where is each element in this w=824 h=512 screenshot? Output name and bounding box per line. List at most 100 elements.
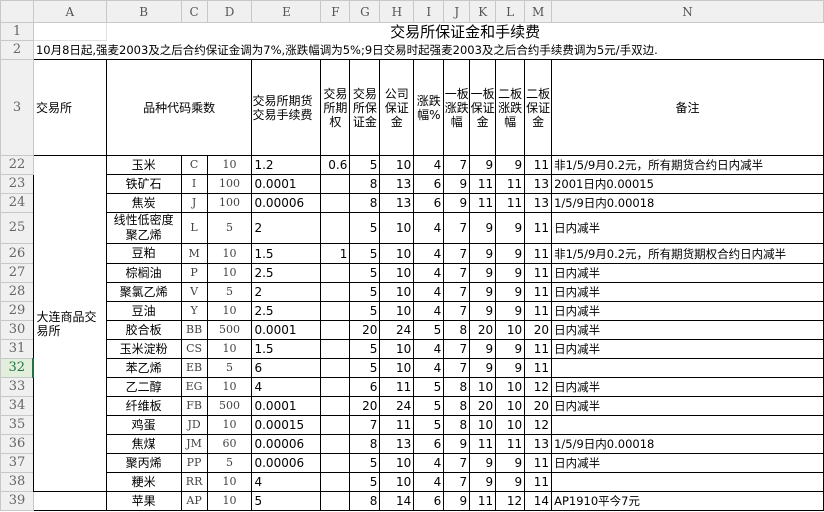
- value-cell[interactable]: 10: [379, 453, 415, 473]
- value-cell[interactable]: 9: [495, 301, 526, 321]
- value-cell[interactable]: 9: [443, 491, 471, 511]
- multiplier-cell[interactable]: 5: [206, 453, 253, 473]
- header-b1-limit[interactable]: 一板涨跌幅: [443, 59, 471, 156]
- variety-name-cell[interactable]: 线性低密度聚乙烯: [105, 212, 182, 244]
- value-cell[interactable]: 4: [413, 263, 445, 283]
- fee-cell[interactable]: 0.0001: [251, 320, 322, 340]
- value-cell[interactable]: 8: [349, 491, 381, 511]
- row-header[interactable]: 26: [0, 243, 34, 264]
- value-cell[interactable]: 6: [413, 193, 445, 213]
- value-cell[interactable]: 4: [413, 155, 445, 175]
- row-header[interactable]: 38: [0, 472, 34, 492]
- value-cell[interactable]: 24: [379, 320, 415, 340]
- exchange-cell[interactable]: [32, 491, 107, 511]
- value-cell[interactable]: 9: [469, 282, 497, 302]
- note-cell[interactable]: 日内减半: [551, 282, 824, 302]
- multiplier-cell[interactable]: 100: [206, 193, 253, 213]
- fee-cell[interactable]: 0.00006: [251, 453, 322, 473]
- code-cell[interactable]: L: [180, 212, 208, 244]
- column-header-E[interactable]: E: [251, 0, 322, 23]
- code-cell[interactable]: M: [180, 243, 208, 264]
- variety-name-cell[interactable]: 鸡蛋: [105, 415, 182, 435]
- row-header[interactable]: 27: [0, 263, 34, 283]
- value-cell[interactable]: 5: [413, 377, 445, 397]
- header-variety[interactable]: 品种代码乘数: [105, 59, 253, 156]
- sheet-title-cell[interactable]: 交易所保证金和手续费: [105, 22, 824, 41]
- value-cell[interactable]: 9: [469, 453, 497, 473]
- value-cell[interactable]: [320, 472, 351, 492]
- value-cell[interactable]: 8: [443, 415, 471, 435]
- row-header[interactable]: 2: [0, 40, 34, 60]
- value-cell[interactable]: [320, 358, 351, 378]
- exchange-cell[interactable]: 大连商品交易所: [32, 155, 107, 492]
- value-cell[interactable]: 11: [524, 282, 553, 302]
- value-cell[interactable]: 4: [413, 453, 445, 473]
- value-cell[interactable]: 9: [469, 472, 497, 492]
- note-cell[interactable]: 2001日内0.00015: [551, 174, 824, 194]
- note-cell[interactable]: 非1/5/9月0.2元，所有期货期权合约日内减半: [551, 243, 824, 264]
- value-cell[interactable]: 11: [524, 472, 553, 492]
- column-header-J[interactable]: J: [443, 0, 471, 23]
- value-cell[interactable]: 13: [524, 193, 553, 213]
- value-cell[interactable]: 5: [349, 212, 381, 244]
- value-cell[interactable]: 8: [349, 193, 381, 213]
- multiplier-cell[interactable]: 100: [206, 174, 253, 194]
- header-exchange[interactable]: 交易所: [32, 59, 107, 156]
- value-cell[interactable]: 1: [320, 243, 351, 264]
- value-cell[interactable]: 9: [469, 155, 497, 175]
- row-header[interactable]: 39: [0, 491, 34, 511]
- multiplier-cell[interactable]: 10: [206, 377, 253, 397]
- value-cell[interactable]: 10: [379, 472, 415, 492]
- value-cell[interactable]: 7: [443, 243, 471, 264]
- select-all-corner[interactable]: [0, 0, 34, 23]
- note-cell[interactable]: 日内减半: [551, 320, 824, 340]
- value-cell[interactable]: 6: [413, 491, 445, 511]
- header-b1-margin[interactable]: 一板保证金: [469, 59, 497, 156]
- multiplier-cell[interactable]: 500: [206, 320, 253, 340]
- row-header[interactable]: 3: [0, 59, 34, 156]
- fee-cell[interactable]: 2: [251, 212, 322, 244]
- value-cell[interactable]: [320, 434, 351, 454]
- header-co-margin[interactable]: 公司保证金: [379, 59, 415, 156]
- value-cell[interactable]: 10: [495, 377, 526, 397]
- variety-name-cell[interactable]: 玉米淀粉: [105, 339, 182, 359]
- fee-cell[interactable]: 2.5: [251, 263, 322, 283]
- value-cell[interactable]: 9: [469, 243, 497, 264]
- header-exch-margin[interactable]: 交易所保证金: [349, 59, 381, 156]
- value-cell[interactable]: 11: [495, 434, 526, 454]
- multiplier-cell[interactable]: 10: [206, 491, 253, 511]
- fee-cell[interactable]: 0.0001: [251, 396, 322, 416]
- multiplier-cell[interactable]: 10: [206, 339, 253, 359]
- row-header[interactable]: 28: [0, 282, 34, 302]
- value-cell[interactable]: 11: [524, 263, 553, 283]
- value-cell[interactable]: 10: [495, 320, 526, 340]
- column-header-G[interactable]: G: [349, 0, 381, 23]
- value-cell[interactable]: 20: [349, 320, 381, 340]
- value-cell[interactable]: 11: [524, 243, 553, 264]
- column-header-H[interactable]: H: [379, 0, 415, 23]
- note-cell[interactable]: 日内减半: [551, 263, 824, 283]
- value-cell[interactable]: 10: [379, 212, 415, 244]
- variety-name-cell[interactable]: 豆粕: [105, 243, 182, 264]
- fee-cell[interactable]: 1.5: [251, 339, 322, 359]
- code-cell[interactable]: AP: [180, 491, 208, 511]
- code-cell[interactable]: JM: [180, 434, 208, 454]
- value-cell[interactable]: 4: [413, 472, 445, 492]
- value-cell[interactable]: 11: [469, 434, 497, 454]
- value-cell[interactable]: 5: [413, 396, 445, 416]
- value-cell[interactable]: [320, 453, 351, 473]
- value-cell[interactable]: 9: [495, 155, 526, 175]
- value-cell[interactable]: 4: [413, 301, 445, 321]
- variety-name-cell[interactable]: 纤维板: [105, 396, 182, 416]
- value-cell[interactable]: 8: [349, 174, 381, 194]
- value-cell[interactable]: 13: [379, 434, 415, 454]
- header-limit[interactable]: 涨跌幅%: [413, 59, 445, 156]
- value-cell[interactable]: 4: [413, 339, 445, 359]
- variety-name-cell[interactable]: 苯乙烯: [105, 358, 182, 378]
- value-cell[interactable]: 9: [495, 282, 526, 302]
- code-cell[interactable]: P: [180, 263, 208, 283]
- value-cell[interactable]: 9: [443, 174, 471, 194]
- value-cell[interactable]: 20: [524, 320, 553, 340]
- value-cell[interactable]: 20: [469, 320, 497, 340]
- column-header-D[interactable]: D: [206, 0, 253, 23]
